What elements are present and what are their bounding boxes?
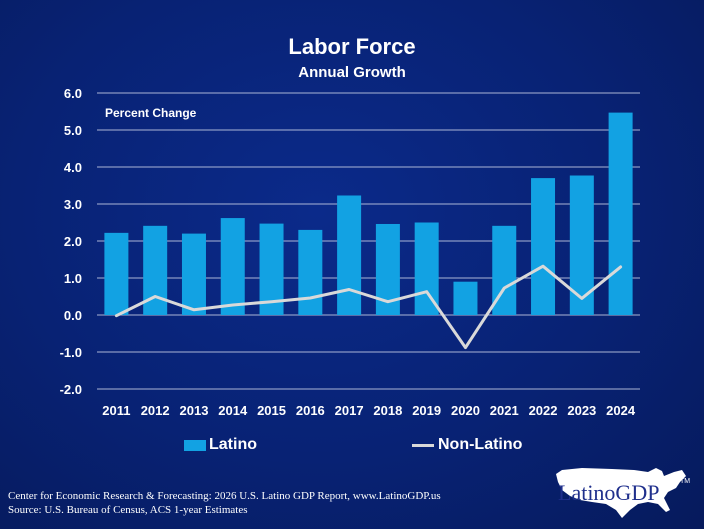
line-non-latino — [114, 264, 623, 350]
y-tick-label: 5.0 — [64, 123, 82, 138]
y-tick-label: -2.0 — [60, 382, 82, 397]
x-tick-label: 2012 — [141, 403, 170, 418]
x-tick-label: 2021 — [490, 403, 519, 418]
x-tick-label: 2013 — [180, 403, 209, 418]
bar-latino — [298, 229, 323, 315]
latinogdp-logo: LatinoGDP TM — [552, 462, 692, 522]
y-tick-label: 1.0 — [64, 271, 82, 286]
legend-non-latino-label: Non-Latino — [438, 436, 523, 453]
x-tick-label: 2011 — [102, 403, 130, 418]
bar-latino — [337, 195, 362, 315]
chart-subtitle: Annual Growth — [298, 64, 406, 81]
bar-latino — [608, 112, 633, 315]
labor-force-chart: 6.0 5.0 4.0 3.0 2.0 1.0 0.0 -1.0 -2.0 Percent Cha… — [60, 86, 640, 418]
x-tick-label: 2022 — [529, 403, 558, 418]
legend-non-latino-swatch — [412, 443, 434, 447]
legend-latino-swatch — [184, 439, 206, 451]
x-tick-label: 2019 — [412, 403, 441, 418]
source-line-2: Source: U.S. Bureau of Census, ACS 1-yea… — [8, 504, 248, 516]
bar-latino — [104, 232, 129, 315]
bar-latino — [220, 218, 245, 315]
y-tick-label: 2.0 — [64, 234, 82, 249]
bar-latino — [531, 178, 556, 315]
chart-title: Labor Force — [288, 34, 416, 59]
logo-text: LatinoGDP — [558, 480, 660, 505]
legend-latino-label: Latino — [209, 436, 257, 453]
x-tick-label: 2020 — [451, 403, 480, 418]
x-tick-label: 2015 — [257, 403, 286, 418]
bar-latino — [453, 281, 478, 315]
y-tick-label: 0.0 — [64, 308, 82, 323]
x-tick-label: 2023 — [567, 403, 596, 418]
x-tick-label: 2014 — [218, 403, 248, 418]
y-tick-label: -1.0 — [60, 345, 82, 360]
y-tick-label: 6.0 — [64, 86, 82, 101]
x-tick-label: 2024 — [606, 403, 636, 418]
y-axis-label: Percent Change — [105, 106, 197, 120]
x-tick-label: 2017 — [335, 403, 364, 418]
bar-latino — [181, 233, 206, 315]
us-map-icon — [556, 468, 686, 518]
logo-tm: TM — [680, 478, 691, 485]
bar-latino — [414, 222, 439, 315]
bar-latino — [569, 175, 594, 315]
legend-latino: Latino — [184, 436, 257, 454]
x-tick-label: 2018 — [373, 403, 402, 418]
x-tick-label: 2016 — [296, 403, 325, 418]
y-tick-label: 4.0 — [64, 160, 82, 175]
legend-non-latino: Non-Latino — [412, 436, 522, 454]
source-line-1: Center for Economic Research & Forecasti… — [8, 490, 441, 502]
y-tick-label: 3.0 — [64, 197, 82, 212]
